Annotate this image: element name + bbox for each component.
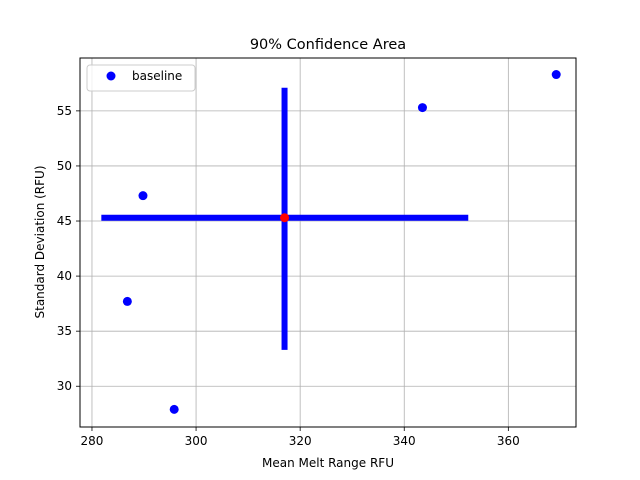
- x-tick-label: 360: [497, 434, 520, 448]
- chart-title: 90% Confidence Area: [250, 37, 406, 53]
- y-tick-label: 40: [57, 269, 72, 283]
- data-point-baseline: [169, 404, 179, 414]
- data-point-baseline: [417, 103, 427, 113]
- grid: [80, 58, 576, 427]
- x-tick-label: 320: [289, 434, 312, 448]
- y-tick-label: 35: [57, 324, 72, 338]
- y-tick-label: 45: [57, 214, 72, 228]
- y-tick-label: 55: [57, 104, 72, 118]
- x-tick-label: 300: [185, 434, 208, 448]
- y-axis-label: Standard Deviation (RFU): [33, 165, 47, 318]
- x-axis-label: Mean Melt Range RFU: [262, 456, 394, 470]
- x-tick-label: 280: [81, 434, 104, 448]
- legend-label-baseline: baseline: [132, 69, 182, 83]
- axis-ticks: 280 300 320 340 360 30 35 40 45 50 55: [57, 104, 520, 448]
- legend-box: [86, 64, 196, 92]
- legend: baseline: [86, 64, 196, 92]
- center-point: [280, 213, 290, 223]
- data-point-baseline: [138, 191, 148, 201]
- data-marks: [101, 70, 561, 414]
- x-tick-label: 340: [393, 434, 416, 448]
- plot-area-frame: [79, 57, 577, 428]
- y-tick-label: 50: [57, 159, 72, 173]
- y-tick-label: 30: [57, 379, 72, 393]
- legend-marker-baseline: [106, 71, 116, 81]
- data-point-baseline: [122, 296, 132, 306]
- data-point-baseline: [551, 70, 561, 80]
